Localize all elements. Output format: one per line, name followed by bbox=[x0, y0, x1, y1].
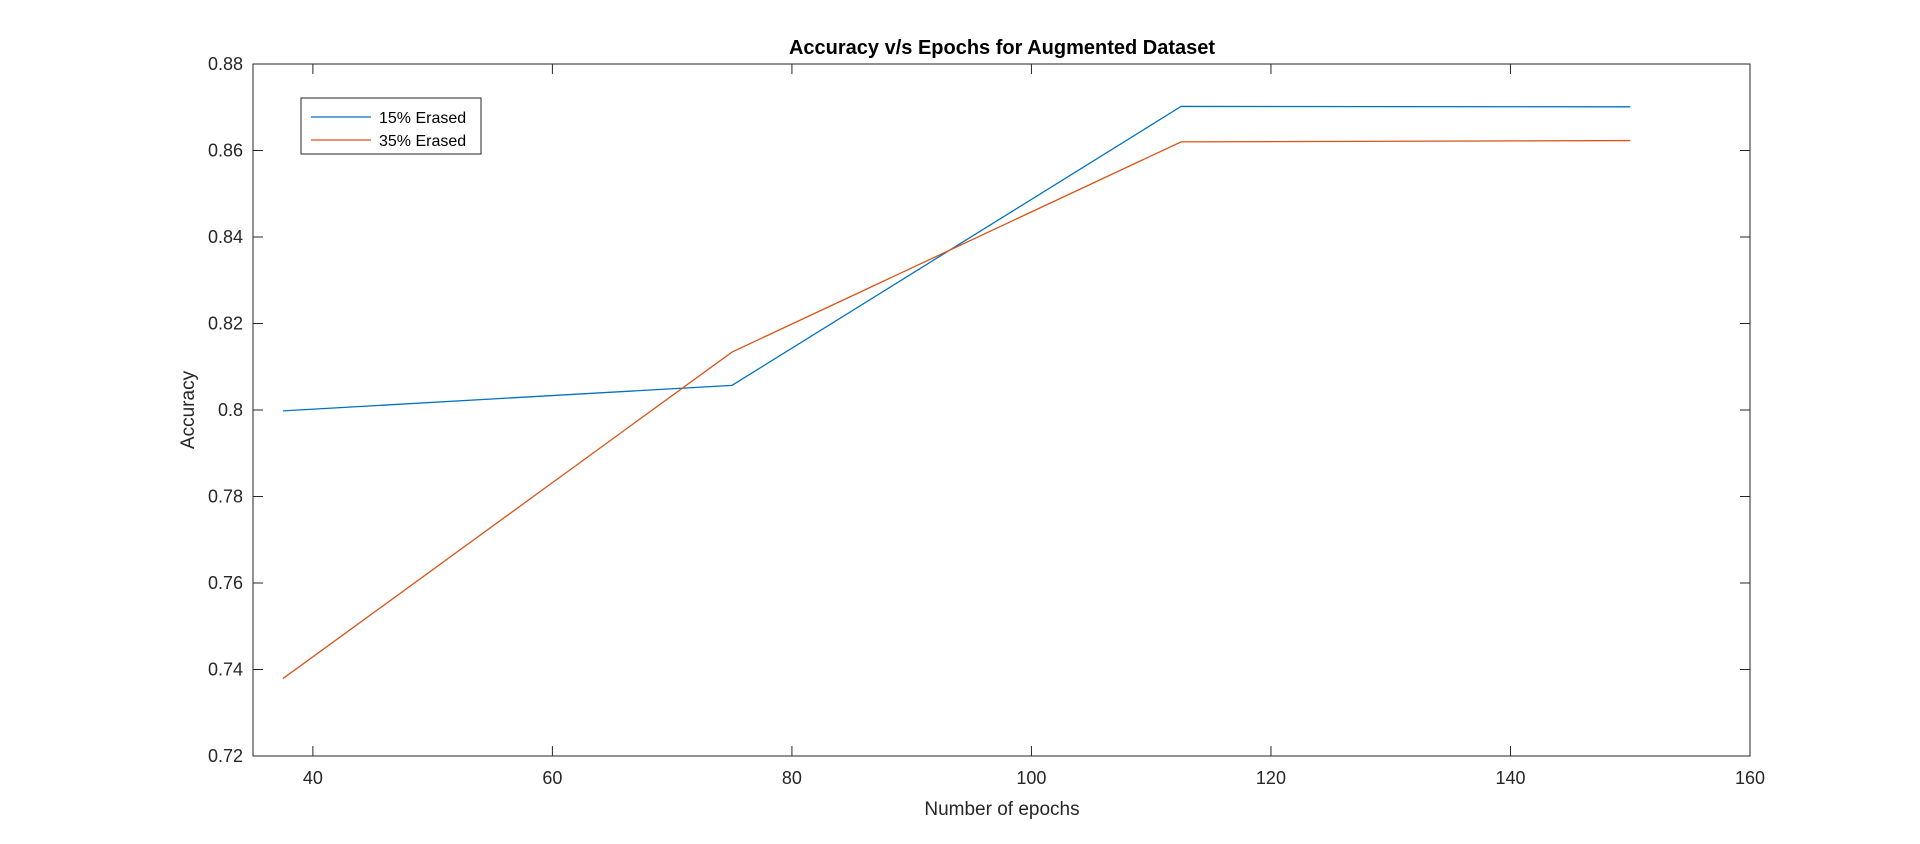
y-axis: 0.72 0.74 0.76 0.78 0.8 0.82 0.84 0.86 0.88 bbox=[208, 54, 1750, 766]
y-tick-label: 0.74 bbox=[208, 660, 243, 680]
y-tick-label: 0.72 bbox=[208, 746, 243, 766]
x-tick-label: 120 bbox=[1256, 768, 1286, 788]
x-tick-label: 140 bbox=[1495, 768, 1525, 788]
plot-frame bbox=[252, 63, 1751, 757]
plot-area bbox=[252, 63, 1751, 757]
y-tick-label: 0.88 bbox=[208, 54, 243, 74]
series-lines bbox=[282, 105, 1631, 680]
series-line-1 bbox=[282, 105, 1631, 412]
legend-label: 15% Erased bbox=[379, 110, 466, 127]
x-tick-label: 40 bbox=[303, 768, 323, 788]
x-tick-label: 100 bbox=[1016, 768, 1046, 788]
chart-title: Accuracy v/s Epochs for Augmented Datase… bbox=[789, 37, 1215, 59]
x-axis-title: Number of epochs bbox=[924, 799, 1079, 820]
x-tick-label: 80 bbox=[782, 768, 802, 788]
x-tick-label: 60 bbox=[542, 768, 562, 788]
y-tick-label: 0.86 bbox=[208, 141, 243, 161]
y-tick-label: 0.78 bbox=[208, 487, 243, 507]
y-tick-label: 0.8 bbox=[218, 400, 243, 420]
y-tick-label: 0.76 bbox=[208, 573, 243, 593]
legend-label: 35% Erased bbox=[379, 133, 466, 150]
legend: 15% Erased 35% Erased bbox=[300, 97, 482, 155]
x-axis: 40 60 80 100 120 140 160 bbox=[303, 64, 1765, 788]
series-line-2 bbox=[282, 139, 1631, 680]
legend-box bbox=[300, 97, 482, 155]
y-axis-title: Accuracy bbox=[178, 370, 199, 449]
x-tick-label: 160 bbox=[1735, 768, 1765, 788]
y-tick-label: 0.82 bbox=[208, 314, 243, 334]
y-tick-label: 0.84 bbox=[208, 227, 243, 247]
